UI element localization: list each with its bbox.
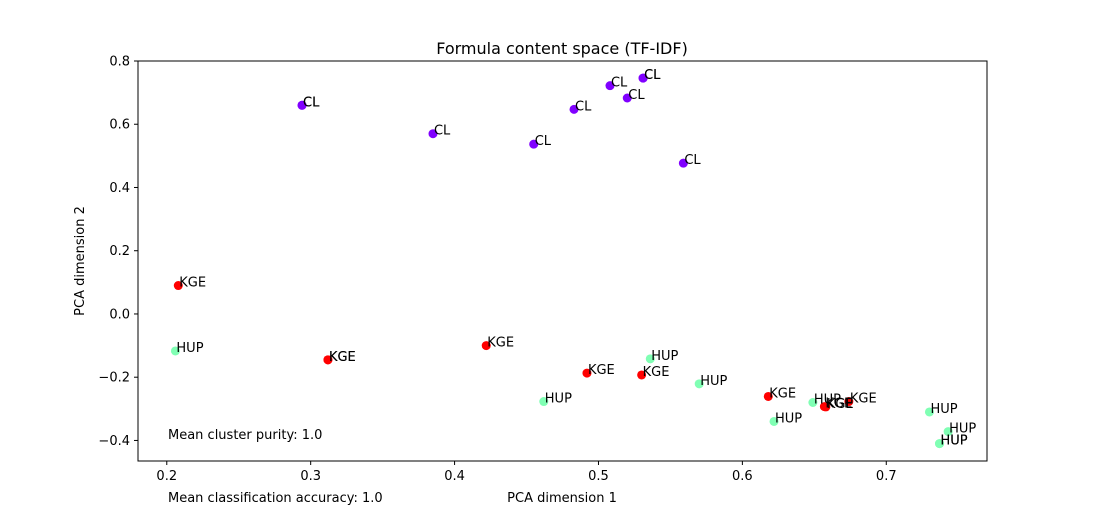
accuracy-annotation: Mean classification accuracy: 1.0 <box>168 491 383 506</box>
data-point <box>569 104 579 114</box>
point-label: KGE <box>487 336 514 351</box>
data-point <box>637 370 647 380</box>
point-label: KGE <box>825 397 852 412</box>
point-label: KGE <box>329 350 356 365</box>
data-point <box>297 100 307 110</box>
data-point <box>924 407 934 417</box>
point-label: KGE <box>827 397 854 412</box>
data-point <box>935 439 945 449</box>
point-label: CL <box>575 99 592 114</box>
y-axis-label: PCA dimension 2 <box>73 206 88 316</box>
data-point <box>539 397 549 407</box>
data-point <box>173 281 183 291</box>
x-tick-label: 0.4 <box>444 469 465 484</box>
point-label: KGE <box>179 276 206 291</box>
point-label: HUP <box>930 402 957 417</box>
data-point <box>678 158 688 168</box>
point-label: HUP <box>941 434 968 449</box>
point-label: KGE <box>850 392 877 407</box>
data-point <box>638 73 648 83</box>
data-point <box>808 398 818 408</box>
chart-title: Formula content space (TF-IDF) <box>436 39 688 58</box>
x-tick-label: 0.2 <box>156 469 177 484</box>
point-label: CL <box>535 134 552 149</box>
point-label: CL <box>644 68 661 83</box>
point-label: HUP <box>651 349 678 364</box>
data-point <box>170 346 180 356</box>
points-layer <box>170 73 953 449</box>
data-point <box>323 355 333 365</box>
data-point <box>645 354 655 364</box>
data-point <box>769 416 779 426</box>
data-point <box>694 379 704 389</box>
point-label: HUP <box>700 374 727 389</box>
y-tick-label: 0.8 <box>109 55 130 70</box>
data-point <box>821 402 831 412</box>
x-tick-label: 0.6 <box>732 469 753 484</box>
data-point <box>763 391 773 401</box>
y-tick-label: 0.4 <box>109 181 130 196</box>
x-ticks: 0.2 0.3 0.4 0.5 0.6 0.7 <box>156 461 897 484</box>
y-tick-label: −0.2 <box>98 371 130 386</box>
point-label: CL <box>628 88 645 103</box>
data-point <box>529 139 539 149</box>
y-tick-label: 0.0 <box>109 307 130 322</box>
point-label: KGE <box>588 363 615 378</box>
data-point <box>582 368 592 378</box>
point-label: HUP <box>775 411 802 426</box>
data-point <box>428 129 438 139</box>
data-point <box>943 427 953 437</box>
point-label: KGE <box>329 350 356 365</box>
y-tick-label: 0.6 <box>109 118 130 133</box>
y-tick-label: 0.2 <box>109 244 130 259</box>
point-label: CL <box>684 153 701 168</box>
data-point <box>844 397 854 407</box>
point-label: HUP <box>545 392 572 407</box>
point-label: CL <box>303 95 320 110</box>
purity-annotation: Mean cluster purity: 1.0 <box>168 428 322 443</box>
x-tick-label: 0.5 <box>588 469 609 484</box>
point-label: CL <box>303 95 320 110</box>
data-point <box>622 93 632 103</box>
point-label: CL <box>611 76 628 91</box>
point-label: HUP <box>176 341 203 356</box>
plot-frame <box>137 60 988 462</box>
x-tick-label: 0.3 <box>300 469 321 484</box>
x-axis-label: PCA dimension 1 <box>507 491 617 506</box>
point-label: CL <box>644 68 661 83</box>
data-point <box>481 341 491 351</box>
point-label: KGE <box>643 365 670 380</box>
point-label: KGE <box>769 386 796 401</box>
point-label: CL <box>434 124 451 139</box>
y-tick-label: −0.4 <box>98 434 130 449</box>
point-label: HUP <box>814 393 841 408</box>
data-point <box>605 81 615 91</box>
x-tick-label: 0.7 <box>876 469 897 484</box>
point-label: HUP <box>941 434 968 449</box>
point-label: HUP <box>949 422 976 437</box>
y-ticks: −0.4 −0.2 0.0 0.2 0.4 0.6 0.8 <box>98 55 138 449</box>
